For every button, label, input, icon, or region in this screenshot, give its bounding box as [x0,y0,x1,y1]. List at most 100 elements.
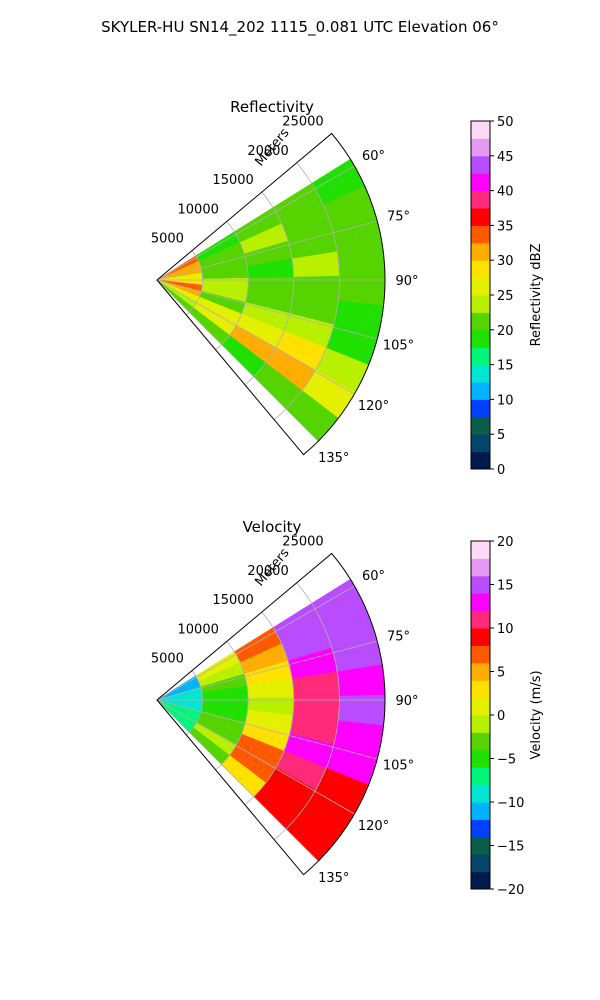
radial-tick-label: 25000 [282,534,323,549]
colorbar-tick-label: 50 [497,115,514,130]
colorbar-segment [471,451,490,470]
colorbar-segment [471,871,490,890]
colorbar-label: Reflectivity dBZ [529,244,544,347]
azimuth-gridline [156,699,355,815]
colorbar-segment [471,382,490,400]
colorbar-tick-label: 15 [497,359,514,374]
colorbar-segment [471,155,490,174]
radial-tick-label: 25000 [282,114,323,129]
radial-tick-label: 5000 [151,652,184,667]
radial-tick-label: 20000 [247,144,288,159]
colorbar-segment [471,749,490,768]
azimuth-tick-label: 120° [358,819,389,834]
colorbar-segment [471,680,490,699]
panel-title: Velocity [243,518,302,536]
azimuth-tick-label: 75° [387,629,410,644]
colorbar-tick-label: 30 [497,254,514,269]
colorbar-tick-label: 10 [497,393,514,408]
range-ring [215,221,249,351]
colorbar-tick-label: 5 [497,428,505,443]
range-ring [273,582,340,841]
colorbar-tick-label: 5 [497,666,505,681]
azimuth-gridline [156,279,378,340]
azimuth-tick-label: 105° [383,759,414,774]
colorbar-tick-label: 25 [497,289,514,304]
azimuth-gridline [156,699,319,862]
radial-tick-label: 10000 [178,622,219,637]
sector-outline [156,552,386,876]
colorbar-segment [471,312,490,331]
colorbar-segment [471,802,490,820]
azimuth-tick-label: 90° [395,274,418,289]
colorbar-tick-label: 20 [497,324,514,339]
azimuth-tick-label: 90° [395,694,418,709]
colorbar-tick-label: 0 [497,463,505,478]
azimuth-tick-label: 135° [318,871,349,886]
colorbar-segment [471,784,490,803]
colorbar-segment [471,854,490,873]
colorbar-segment [471,225,490,244]
colorbar-tick-label: 10 [497,622,514,637]
colorbar-label: Velocity (m/s) [529,670,544,759]
azimuth-tick-label: 120° [358,399,389,414]
colorbar-segment [471,138,490,157]
colorbar-segment [471,295,490,313]
colorbar-segment [471,697,490,716]
colorbar-tick-label: −10 [497,796,524,811]
colorbar-segment [471,260,490,279]
radial-tick-label: 15000 [212,173,253,188]
azimuth-gridline [156,585,355,701]
colorbar-segment [471,836,490,855]
figure-title: SKYLER-HU SN14_202 1115_0.081 UTC Elevat… [101,18,499,37]
radial-tick-label: 5000 [151,232,184,247]
azimuth-tick-label: 60° [362,149,385,164]
colorbar: −20 −15 −10 −5 0 5 10 15 20 Velocity (m/s) [470,535,544,898]
colorbar-segment [471,575,490,594]
azimuth-tick-label: 135° [318,451,349,466]
colorbar-segment [471,434,490,453]
azimuth-gridline [156,165,355,281]
azimuth-gridline [156,640,378,701]
azimuth-tick-label: 60° [362,569,385,584]
colorbar-segment [471,347,490,366]
colorbar-segment [471,541,490,559]
colorbar-tick-label: 0 [497,709,505,724]
colorbar-tick-label: −20 [497,883,524,898]
colorbar-segment [471,610,490,629]
radial-tick-label: 15000 [212,593,253,608]
azimuth-gridline [156,220,378,281]
colorbar-segment [471,767,490,786]
radial-tick-label: 20000 [247,564,288,579]
colorbar-segment [471,208,490,226]
azimuth-tick-label: 75° [387,209,410,224]
colorbar-segment [471,173,490,192]
colorbar-segment [471,645,490,664]
sector-outline [156,132,386,456]
colorbar-segment [471,242,490,261]
colorbar-tick-label: −5 [497,753,516,768]
azimuth-tick-label: 105° [383,339,414,354]
azimuth-gridline [156,699,378,760]
colorbar-segment [471,416,490,435]
colorbar: 0 5 10 15 20 25 30 35 40 45 50 Reflectivity dBZ [470,115,544,478]
colorbar-segment [471,364,490,383]
colorbar-segment [471,558,490,577]
range-ring [244,191,295,386]
panel-title: Reflectivity [230,98,314,116]
range-ring [215,641,249,771]
radial-tick-label: 10000 [178,202,219,217]
colorbar-segment [471,715,490,733]
colorbar-tick-label: 20 [497,535,514,550]
colorbar-segment [471,819,490,838]
colorbar-segment [471,662,490,681]
colorbar-tick-label: 40 [497,185,514,200]
colorbar-segment [471,329,490,348]
colorbar-segment [471,121,490,139]
colorbar-segment [471,593,490,612]
colorbar-tick-label: 35 [497,219,514,234]
azimuth-gridline [156,279,355,395]
azimuth-gridline [156,279,319,442]
colorbar-segment [471,628,490,646]
